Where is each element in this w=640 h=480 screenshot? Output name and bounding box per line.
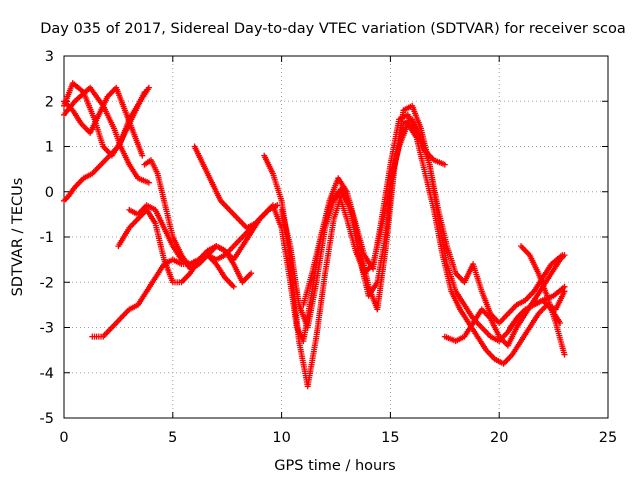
x-axis-label: GPS time / hours [274, 458, 395, 474]
y-tick-label: -1 [40, 230, 54, 246]
chart-title: Day 035 of 2017, Sidereal Day-to-day VTE… [40, 21, 626, 37]
y-axis-label: SDTVAR / TECUs [10, 178, 26, 297]
axis-ticks: 0 5 10 15 20 25 -5 -4 -3 -2 -1 0 1 2 3 [40, 49, 618, 446]
series-arc-o [518, 243, 568, 358]
y-tick-label: -5 [40, 411, 54, 427]
grid [64, 56, 608, 418]
y-tick-label: 3 [45, 49, 54, 65]
x-tick-label: 25 [599, 430, 617, 446]
x-tick-label: 15 [381, 430, 399, 446]
data-points [61, 80, 568, 390]
point-markers [441, 252, 568, 349]
y-tick-label: -3 [40, 321, 54, 337]
series-arc-g [126, 202, 237, 290]
x-tick-label: 0 [59, 430, 68, 446]
x-tick-label: 10 [272, 430, 290, 446]
y-tick-label: -4 [40, 366, 54, 382]
point-markers [126, 202, 237, 290]
y-tick-label: -2 [40, 275, 54, 291]
series-arc-m [441, 252, 568, 349]
x-tick-label: 5 [168, 430, 177, 446]
y-tick-label: 2 [45, 94, 54, 110]
x-tick-label: 20 [490, 430, 508, 446]
point-markers [61, 89, 148, 204]
series-arc-n [507, 283, 568, 331]
y-tick-label: 1 [45, 140, 54, 156]
point-markers [507, 283, 568, 331]
series-arc-d [61, 89, 148, 204]
point-markers [518, 243, 568, 358]
y-tick-label: 0 [45, 185, 54, 201]
